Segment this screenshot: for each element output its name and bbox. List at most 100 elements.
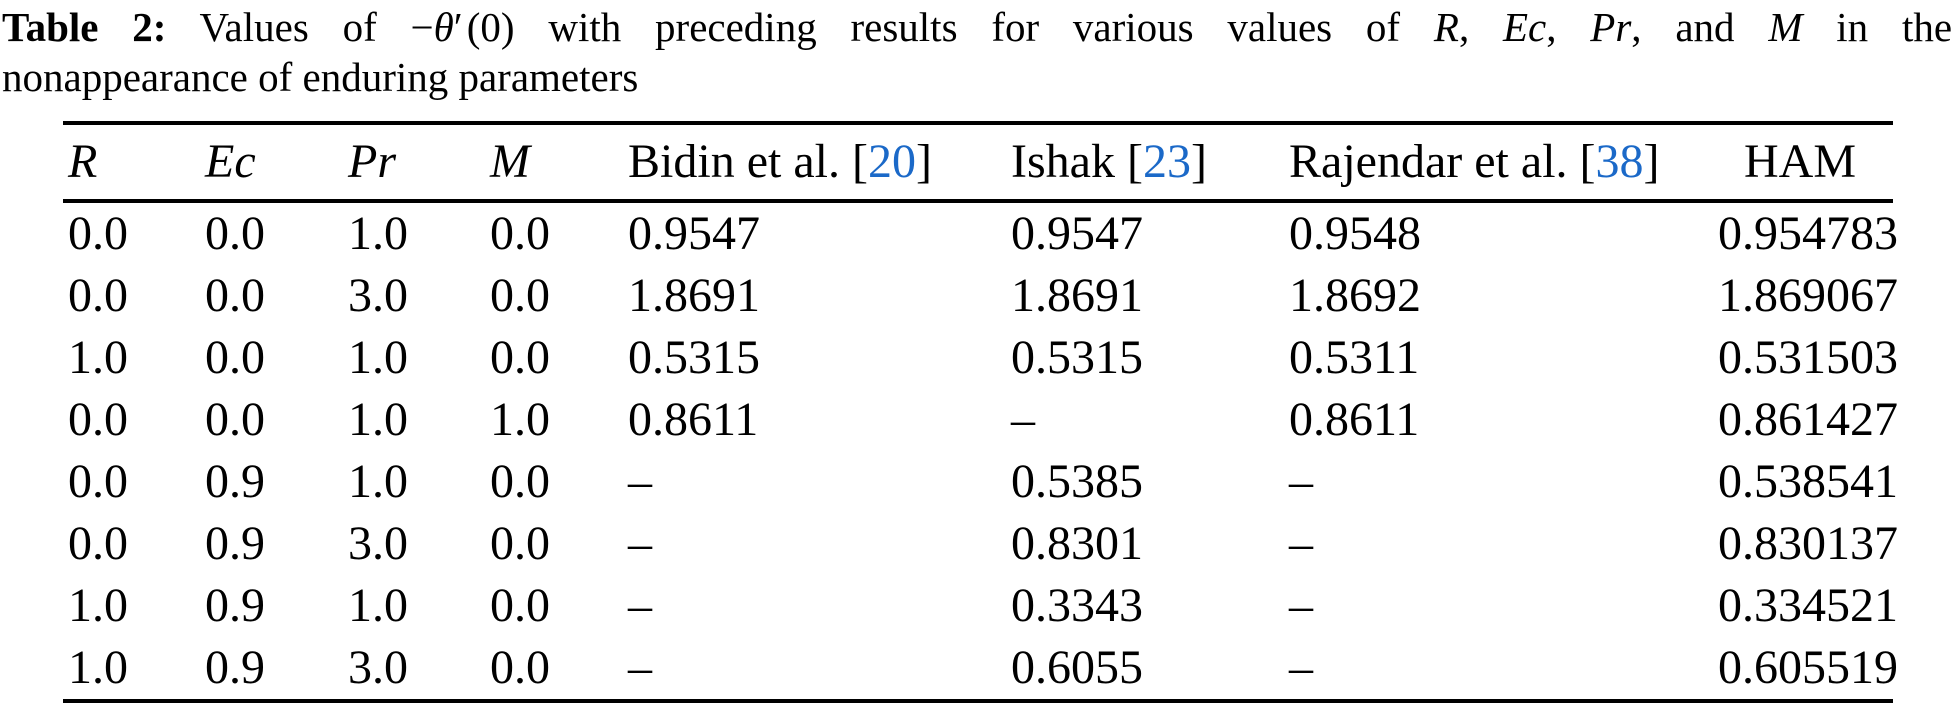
table-cell: 1.869067 [1718, 269, 1898, 322]
citation-link-20[interactable]: 20 [867, 135, 916, 188]
citation-link-38[interactable]: 38 [1595, 135, 1644, 188]
table-cell: 0.5315 [628, 331, 760, 384]
table-cell: 0.0 [205, 207, 265, 260]
table-cell: 1.0 [68, 331, 128, 384]
caption-separator-and: , and [1631, 4, 1735, 50]
citation-bracket-close: ] [1190, 135, 1207, 188]
table-cell: 0.0 [205, 393, 265, 446]
table-cell: 0.3343 [1011, 579, 1143, 632]
table-cell: 0.0 [68, 207, 128, 260]
table-cell: 0.605519 [1718, 641, 1898, 694]
table-cell: 0.954783 [1718, 207, 1898, 260]
table-cell: – [628, 641, 652, 694]
col-header-ec: Ec [205, 123, 348, 203]
table-cell: 0.0 [490, 455, 550, 508]
table-cell: 1.0 [68, 641, 128, 694]
table-cell: 1.0 [348, 331, 408, 384]
table-cell: 0.538541 [1718, 455, 1898, 508]
table-cell: 0.0 [490, 517, 550, 570]
caption-table-label: Table 2: [2, 4, 167, 50]
citation-link-23[interactable]: 23 [1142, 135, 1191, 188]
citation-bracket-close: ] [1643, 135, 1660, 188]
table-row: 0.0 0.9 3.0 0.0 – 0.8301 – 0.830137 [63, 513, 1898, 575]
table-cell: 0.0 [490, 207, 550, 260]
table-row: 0.0 0.0 1.0 1.0 0.8611 – 0.8611 0.861427 [63, 389, 1898, 451]
table-cell: – [1289, 517, 1313, 570]
table-cell: 0.5315 [1011, 331, 1143, 384]
citation-bracket-open: [ [1579, 135, 1596, 188]
col-header-rajendar: Rajendar et al. [38] [1289, 123, 1718, 203]
caption-var-r: R [1433, 4, 1459, 50]
col-header-rajendar-name: Rajendar et al. [1289, 135, 1568, 188]
table-cell: 1.0 [348, 455, 408, 508]
table-cell: 1.8691 [1011, 269, 1143, 322]
table-cell: 0.6055 [1011, 641, 1143, 694]
table-cell: 3.0 [348, 269, 408, 322]
table-cell: 1.0 [490, 393, 550, 446]
col-header-ishak-name: Ishak [1011, 135, 1115, 188]
table-cell: 0.8611 [628, 393, 759, 446]
table-cell: 0.0 [68, 455, 128, 508]
table-header: R Ec Pr M Bidin et al. [20] Ishak [23] R… [63, 123, 1893, 203]
table-cell: 1.0 [348, 393, 408, 446]
table-cell: – [1289, 641, 1313, 694]
table-cell: – [628, 517, 652, 570]
table-cell: 1.0 [348, 579, 408, 632]
col-header-m: M [490, 123, 628, 203]
table-row: 1.0 0.9 1.0 0.0 – 0.3343 – 0.334521 [63, 575, 1898, 637]
math-minus-sign: − [410, 4, 434, 50]
table-cell: – [1011, 393, 1035, 446]
math-argument: (0) [466, 4, 515, 50]
table-cell: 0.0 [68, 517, 128, 570]
header-row: R Ec Pr M Bidin et al. [20] Ishak [23] R… [63, 123, 1893, 203]
col-header-bidin: Bidin et al. [20] [628, 123, 1011, 203]
table-cell: – [628, 579, 652, 632]
table-cell: 0.0 [68, 269, 128, 322]
citation-bracket-close: ] [915, 135, 932, 188]
caption-line2-text: nonappearance of enduring parameters [2, 54, 639, 100]
caption-var-ec: Ec [1502, 4, 1547, 50]
table-row: 0.0 0.0 1.0 0.0 0.9547 0.9547 0.9548 0.9… [63, 201, 1898, 265]
table-cell: 0.531503 [1718, 331, 1898, 384]
table-row: 0.0 0.0 3.0 0.0 1.8691 1.8691 1.8692 1.8… [63, 265, 1898, 327]
table-cell: 0.9 [205, 641, 265, 694]
table-cell: 3.0 [348, 641, 408, 694]
table-cell: 0.5311 [1289, 331, 1420, 384]
table-cell: – [1289, 455, 1313, 508]
caption-math-expression: −θ′(0) [411, 4, 515, 50]
table-cell: 0.8611 [1289, 393, 1420, 446]
table-cell: 0.0 [68, 393, 128, 446]
col-header-ishak: Ishak [23] [1011, 123, 1289, 203]
col-header-r: R [63, 123, 205, 203]
citation-bracket-open: [ [1126, 135, 1143, 188]
caption-intro: Values of [199, 4, 377, 50]
table-cell: 1.0 [348, 207, 408, 260]
table-cell: 3.0 [348, 517, 408, 570]
results-table: R Ec Pr M Bidin et al. [20] Ishak [23] R… [63, 121, 1898, 703]
table-cell: – [628, 455, 652, 508]
table-cell: 0.830137 [1718, 517, 1898, 570]
table-cell: 0.9 [205, 579, 265, 632]
table-body: 0.0 0.0 1.0 0.0 0.9547 0.9547 0.9548 0.9… [63, 201, 1898, 701]
table-cell: 0.9547 [628, 207, 760, 260]
table-cell: 0.9547 [1011, 207, 1143, 260]
col-header-pr: Pr [348, 123, 490, 203]
table-cell: 0.0 [490, 269, 550, 322]
table-row: 0.0 0.9 1.0 0.0 – 0.5385 – 0.538541 [63, 451, 1898, 513]
col-header-ham: HAM [1718, 123, 1893, 203]
caption-line-1: Table 2: Values of −θ′(0) with preceding… [2, 2, 1952, 52]
caption-separator: , [1546, 4, 1557, 50]
table-cell: 0.0 [490, 579, 550, 632]
table-caption: Table 2: Values of −θ′(0) with preceding… [2, 2, 1952, 102]
caption-line-2: nonappearance of enduring parameters [2, 52, 1952, 102]
table-cell: 0.334521 [1718, 579, 1898, 632]
math-theta-symbol: θ [433, 4, 454, 50]
table-cell: – [1289, 579, 1313, 632]
table-cell: 0.0 [490, 331, 550, 384]
table-cell: 1.0 [68, 579, 128, 632]
caption-var-m: M [1768, 4, 1803, 50]
citation-bracket-open: [ [851, 135, 868, 188]
table-cell: 0.9548 [1289, 207, 1421, 260]
table-cell: 0.9 [205, 517, 265, 570]
